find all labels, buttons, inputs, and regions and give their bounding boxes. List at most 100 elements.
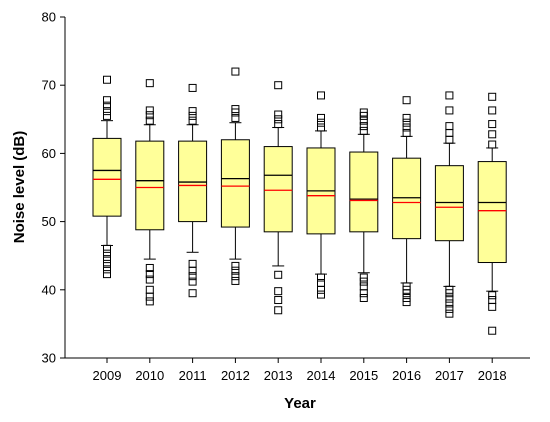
box-2018 xyxy=(477,92,507,335)
x-axis-title: Year xyxy=(284,395,316,412)
x-tick-label: 2010 xyxy=(135,368,164,383)
box-2009 xyxy=(92,75,122,279)
outlier-point xyxy=(231,276,240,285)
outlier-point xyxy=(274,81,283,90)
outlier-point xyxy=(488,140,497,149)
outlier-point xyxy=(359,108,368,117)
iqr-box xyxy=(263,146,293,233)
outlier-point xyxy=(188,259,197,268)
outlier-point xyxy=(445,122,454,131)
x-tick-label: 2016 xyxy=(392,368,421,383)
outlier-point xyxy=(445,294,454,303)
x-tick-label: 2011 xyxy=(179,368,207,383)
y-tick-label: 80 xyxy=(42,10,56,25)
outlier-point xyxy=(103,255,111,264)
outlier-point xyxy=(103,249,111,258)
y-axis: 30 40 50 60 70 80 xyxy=(42,10,66,366)
outlier-point xyxy=(445,106,454,115)
box-2013 xyxy=(263,81,293,315)
outlier-point xyxy=(317,113,325,122)
outlier-point xyxy=(445,128,454,137)
outlier-point xyxy=(402,293,411,302)
outlier-point xyxy=(488,302,497,311)
outlier-point xyxy=(274,287,283,296)
iqr-box xyxy=(135,140,165,231)
outlier-point xyxy=(488,291,497,300)
outlier-point xyxy=(145,116,154,125)
outlier-point xyxy=(103,107,111,116)
x-tick-label: 2018 xyxy=(478,368,507,383)
outlier-point xyxy=(317,91,325,100)
y-axis-title: Noise level (dB) xyxy=(11,131,28,244)
outlier-point xyxy=(402,96,411,105)
outlier-point xyxy=(317,118,325,127)
outlier-point xyxy=(145,285,154,294)
outlier-point xyxy=(145,275,154,284)
outlier-point xyxy=(402,298,411,307)
outlier-point xyxy=(103,111,111,120)
outlier-point xyxy=(231,105,240,114)
outlier-point xyxy=(274,270,283,279)
outlier-point xyxy=(445,91,454,100)
outlier-point xyxy=(103,101,111,110)
iqr-box xyxy=(92,137,122,217)
plot-area xyxy=(92,67,507,335)
outlier-point xyxy=(103,270,111,279)
outlier-point xyxy=(359,273,368,282)
outlier-point xyxy=(488,120,497,129)
x-tick-label: 2009 xyxy=(93,368,122,383)
box-2014 xyxy=(306,91,336,299)
outlier-point xyxy=(317,278,325,287)
x-tick-label: 2017 xyxy=(435,368,464,383)
iqr-box xyxy=(178,140,208,223)
outlier-point xyxy=(231,266,240,275)
iqr-box xyxy=(392,157,422,240)
box-2016 xyxy=(392,96,422,307)
outlier-point xyxy=(188,83,197,92)
y-tick-label: 70 xyxy=(42,78,56,93)
outlier-point xyxy=(359,122,368,131)
outlier-point xyxy=(103,75,111,84)
x-tick-label: 2012 xyxy=(221,368,250,383)
outlier-point xyxy=(317,290,325,299)
x-tick-label: 2015 xyxy=(349,368,378,383)
outlier-point xyxy=(103,96,111,105)
outlier-point xyxy=(445,285,454,294)
outlier-point xyxy=(317,273,325,282)
iqr-box xyxy=(349,151,379,233)
outlier-point xyxy=(145,263,154,272)
outlier-point xyxy=(188,116,197,125)
outlier-point xyxy=(317,123,325,132)
outlier-point xyxy=(274,115,283,124)
outlier-point xyxy=(359,289,368,298)
outlier-point xyxy=(359,126,368,135)
outlier-point xyxy=(445,309,454,318)
outlier-point xyxy=(402,123,411,132)
x-tick-label: 2014 xyxy=(307,368,336,383)
iqr-box xyxy=(220,139,250,228)
outlier-point xyxy=(274,110,283,119)
outlier-point xyxy=(231,261,240,270)
outlier-point xyxy=(231,67,240,76)
y-tick-label: 50 xyxy=(42,214,56,229)
outlier-point xyxy=(359,282,368,291)
outlier-point xyxy=(359,277,368,286)
outlier-point xyxy=(402,282,411,291)
outlier-point xyxy=(488,326,497,335)
outlier-point xyxy=(103,265,111,274)
outlier-point xyxy=(445,304,454,313)
iqr-box xyxy=(477,161,507,264)
outlier-point xyxy=(359,116,368,125)
outlier-point xyxy=(145,297,154,306)
box-2010 xyxy=(135,79,165,306)
outlier-point xyxy=(188,272,197,281)
outlier-point xyxy=(145,106,154,115)
outlier-point xyxy=(231,272,240,281)
outlier-point xyxy=(402,113,411,122)
outlier-point xyxy=(488,130,497,139)
x-tick-label: 2013 xyxy=(264,368,293,383)
outlier-point xyxy=(488,106,497,115)
outlier-point xyxy=(402,118,411,127)
outlier-point xyxy=(188,289,197,298)
outlier-point xyxy=(274,296,283,305)
